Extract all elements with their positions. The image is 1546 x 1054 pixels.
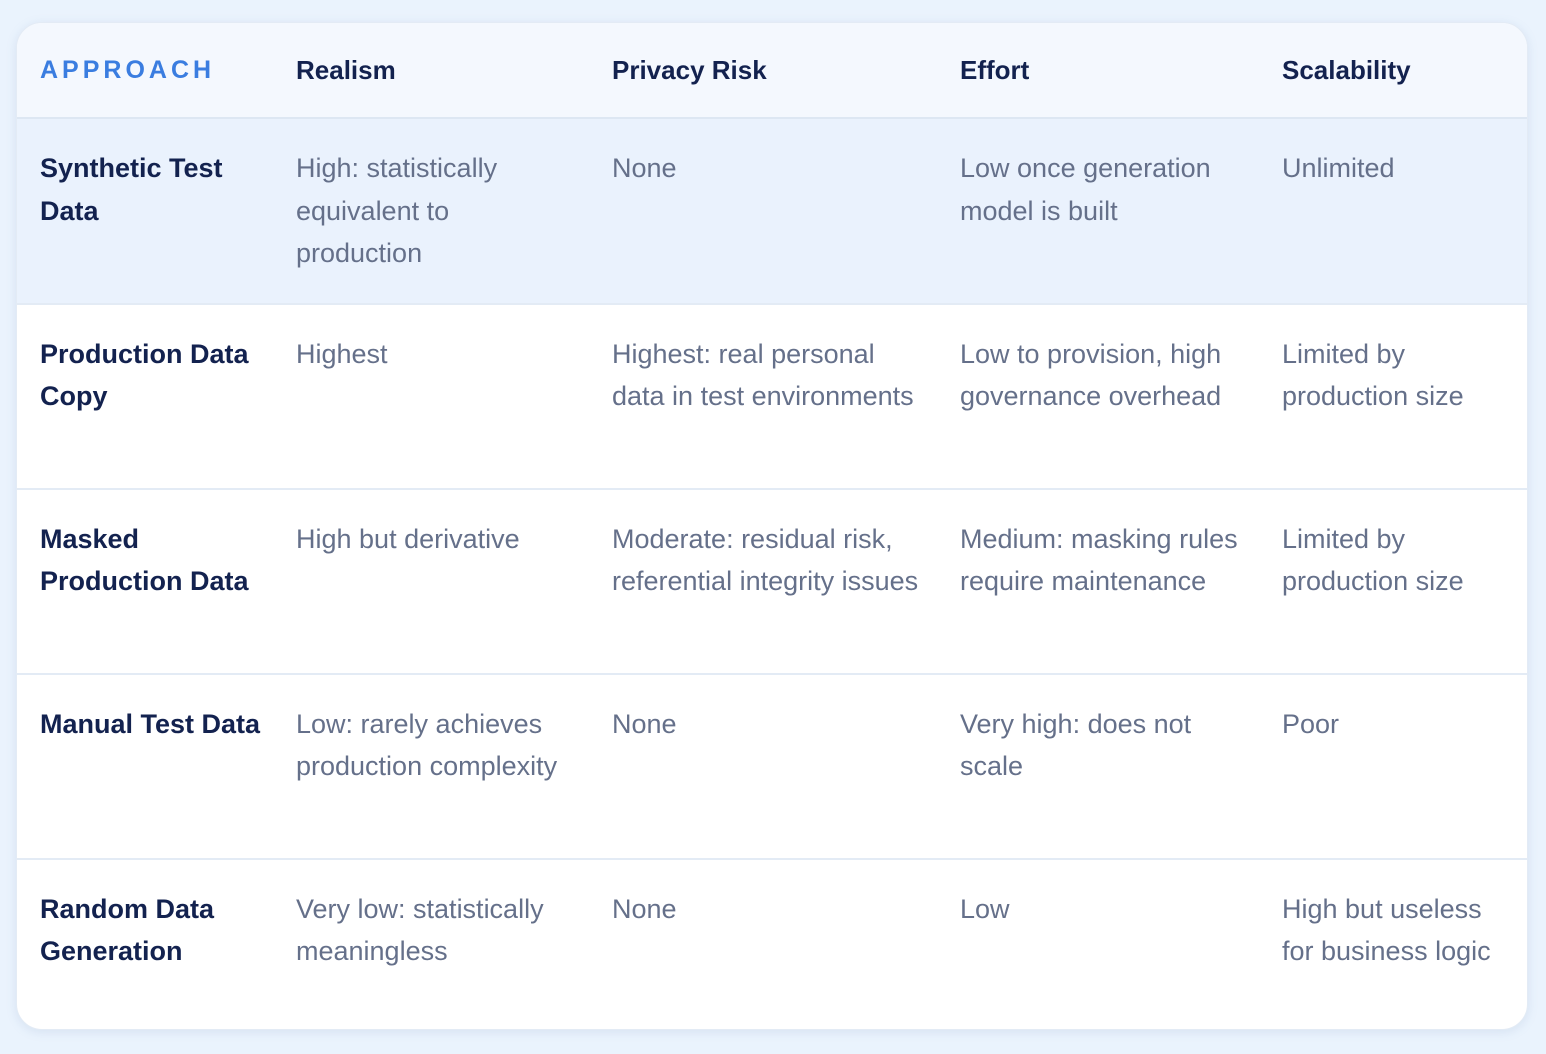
privacy-risk-cell: Moderate: residual risk, referential int… bbox=[612, 523, 919, 597]
table-row-random-data-generation: Random Data Generation Very low: statist… bbox=[17, 859, 1527, 1030]
realism-cell: Very low: statistically meaningless bbox=[296, 893, 544, 967]
approach-cell: Masked Production Data bbox=[40, 523, 249, 597]
realism-cell: High but derivative bbox=[296, 523, 520, 554]
table-body: Synthetic Test Data High: statistically … bbox=[17, 118, 1527, 1030]
table-row-manual-test-data: Manual Test Data Low: rarely achieves pr… bbox=[17, 674, 1527, 859]
column-header-realism: Realism bbox=[273, 23, 589, 119]
column-header-effort: Effort bbox=[937, 23, 1259, 119]
realism-cell: High: statistically equivalent to produc… bbox=[296, 153, 498, 268]
table-header-row: APPROACH Realism Privacy Risk Effort Sca… bbox=[17, 23, 1527, 119]
comparison-table-card: APPROACH Realism Privacy Risk Effort Sca… bbox=[16, 22, 1528, 1030]
table-row-production-data-copy: Production Data Copy Highest Highest: re… bbox=[17, 304, 1527, 489]
approach-cell: Manual Test Data bbox=[40, 708, 261, 739]
approach-cell: Production Data Copy bbox=[40, 338, 249, 412]
effort-cell: Very high: does not scale bbox=[960, 708, 1192, 782]
effort-cell: Medium: masking rules require maintenanc… bbox=[960, 523, 1238, 597]
privacy-risk-cell: None bbox=[612, 153, 677, 183]
effort-cell: Low to provision, high governance overhe… bbox=[960, 338, 1222, 412]
effort-cell: Low once generation model is built bbox=[960, 153, 1211, 226]
table-header: APPROACH Realism Privacy Risk Effort Sca… bbox=[17, 23, 1527, 119]
realism-cell: Low: rarely achieves production complexi… bbox=[296, 708, 558, 782]
realism-cell: Highest bbox=[296, 338, 388, 369]
table-row-masked-production-data: Masked Production Data High but derivati… bbox=[17, 489, 1527, 674]
column-header-scalability: Scalability bbox=[1259, 23, 1527, 119]
column-header-approach: APPROACH bbox=[17, 23, 273, 119]
scalability-cell: Poor bbox=[1282, 708, 1340, 739]
effort-cell: Low bbox=[960, 893, 1010, 924]
privacy-risk-cell: Highest: real personal data in test envi… bbox=[612, 338, 914, 412]
privacy-risk-cell: None bbox=[612, 893, 677, 924]
scalability-cell: Unlimited bbox=[1282, 153, 1395, 183]
scalability-cell: Limited by production size bbox=[1282, 523, 1464, 597]
comparison-table: APPROACH Realism Privacy Risk Effort Sca… bbox=[17, 23, 1527, 1030]
approach-cell: Synthetic Test Data bbox=[40, 153, 223, 226]
approach-cell: Random Data Generation bbox=[40, 893, 215, 967]
privacy-risk-cell: None bbox=[612, 708, 677, 739]
table-row-synthetic-test-data: Synthetic Test Data High: statistically … bbox=[17, 118, 1527, 304]
scalability-cell: Limited by production size bbox=[1282, 338, 1464, 412]
column-header-privacy-risk: Privacy Risk bbox=[589, 23, 937, 119]
scalability-cell: High but useless for business logic bbox=[1282, 893, 1491, 967]
